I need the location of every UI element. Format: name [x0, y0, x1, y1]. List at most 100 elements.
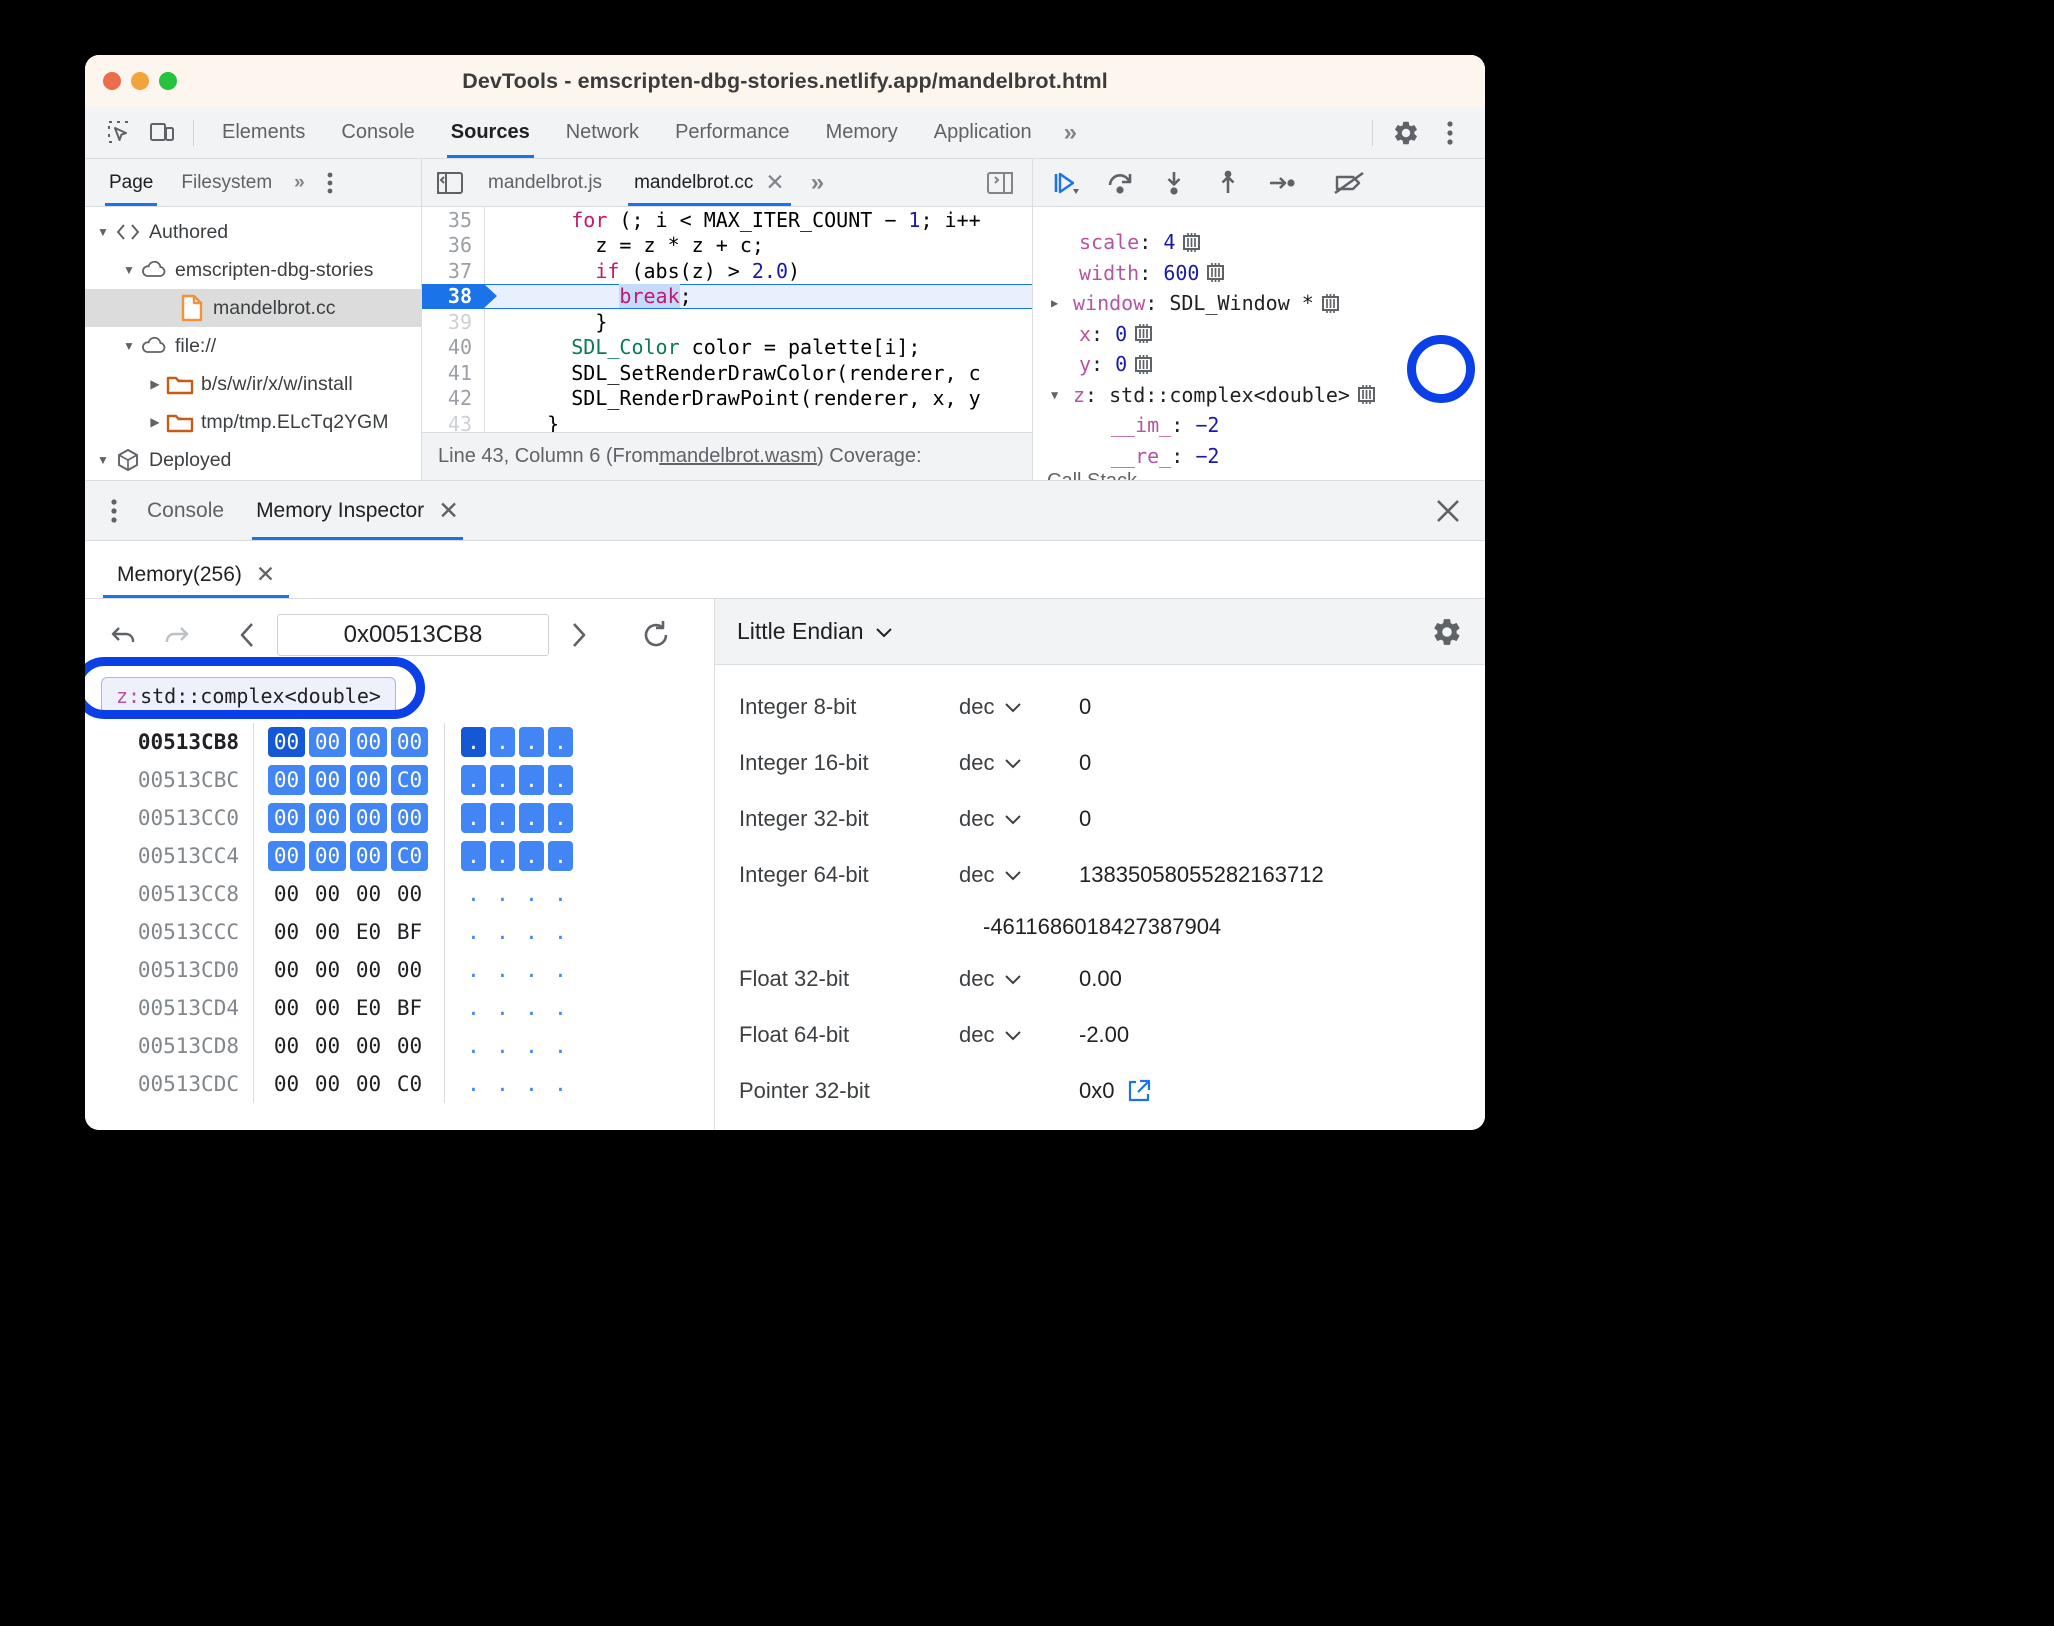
value-mode-selector[interactable]: dec [959, 862, 1079, 888]
hex-byte[interactable]: 00 [350, 765, 387, 795]
hex-byte[interactable]: 00 [355, 1034, 382, 1058]
ascii-char[interactable]: . [519, 841, 544, 871]
ascii-char[interactable]: . [496, 1072, 509, 1096]
hex-bytes[interactable]: 00 00 00 00 [268, 1031, 428, 1061]
ascii-char[interactable]: . [490, 765, 515, 795]
tab-application[interactable]: Application [916, 107, 1050, 158]
ascii-bytes[interactable]: . . . . [461, 803, 573, 833]
hex-byte[interactable]: 00 [273, 882, 300, 906]
ascii-char[interactable]: . [525, 920, 538, 944]
collapse-sidebar-icon[interactable] [428, 159, 472, 206]
resume-icon[interactable] [1041, 163, 1091, 203]
value-mode-selector[interactable]: dec [959, 694, 1079, 720]
close-icon[interactable]: ✕ [255, 561, 276, 587]
ascii-char[interactable]: . [490, 727, 515, 757]
hex-byte[interactable]: 00 [314, 882, 341, 906]
hex-bytes[interactable]: 00 00 00 C0 [268, 841, 428, 871]
ascii-char[interactable]: . [519, 803, 544, 833]
hex-byte[interactable]: 00 [391, 727, 428, 757]
ascii-char[interactable]: . [554, 1034, 567, 1058]
hex-byte[interactable]: 00 [309, 765, 346, 795]
hex-byte[interactable]: 00 [314, 996, 341, 1020]
tree-item-install-folder[interactable]: b/s/w/ir/x/w/install [85, 365, 421, 403]
ascii-char[interactable]: . [525, 882, 538, 906]
maximize-window-button[interactable] [159, 72, 177, 90]
ascii-char[interactable]: . [496, 882, 509, 906]
ascii-bytes[interactable]: . . . . [461, 841, 573, 871]
tab-network[interactable]: Network [548, 107, 657, 158]
tree-item-authored[interactable]: Authored [85, 213, 421, 251]
hex-byte[interactable]: 00 [309, 803, 346, 833]
ascii-char[interactable]: . [548, 765, 573, 795]
hex-byte[interactable]: 00 [268, 841, 305, 871]
hex-byte[interactable]: 00 [350, 803, 387, 833]
ascii-char[interactable]: . [467, 996, 480, 1020]
hex-byte[interactable]: 00 [273, 920, 300, 944]
close-drawer-button[interactable] [1411, 496, 1485, 526]
ascii-bytes[interactable]: . . . . [461, 955, 573, 985]
hex-byte[interactable]: 00 [355, 958, 382, 982]
step-over-icon[interactable] [1095, 163, 1145, 203]
ascii-char[interactable]: . [554, 882, 567, 906]
ascii-char[interactable]: . [554, 958, 567, 982]
nav-tab-page[interactable]: Page [95, 159, 167, 206]
expand-arrow-icon[interactable] [93, 225, 113, 239]
hex-byte[interactable]: 00 [350, 841, 387, 871]
hex-byte[interactable]: 00 [268, 803, 305, 833]
hex-byte[interactable]: 00 [268, 727, 305, 757]
tree-item-emscripten-dbg-stories[interactable]: emscripten-dbg-stories [85, 251, 421, 289]
ascii-bytes[interactable]: . . . . [461, 1069, 573, 1099]
scope-row-window[interactable]: ▶ window: SDL_Window * [1033, 288, 1485, 319]
hex-byte[interactable]: 00 [273, 996, 300, 1020]
ascii-char[interactable]: . [496, 1034, 509, 1058]
ascii-char[interactable]: . [525, 1034, 538, 1058]
ascii-char[interactable]: . [519, 765, 544, 795]
ascii-bytes[interactable]: . . . . [461, 879, 573, 909]
collapse-arrow-icon[interactable] [145, 415, 165, 429]
endianness-selector[interactable]: Little Endian [737, 618, 894, 645]
value-mode-selector[interactable]: dec [959, 806, 1079, 832]
scope-row-im[interactable]: __im_: −2 [1111, 413, 1220, 438]
ascii-char[interactable]: . [467, 1034, 480, 1058]
ascii-char[interactable]: . [548, 841, 573, 871]
ascii-char[interactable]: . [461, 841, 486, 871]
prev-address-button[interactable] [225, 612, 271, 658]
scope-row-x[interactable]: x: 0 [1033, 319, 1485, 350]
refresh-icon[interactable] [633, 612, 679, 658]
memory-type-tag[interactable]: z: std::complex<double> [101, 677, 396, 715]
ascii-bytes[interactable]: . . . . [461, 727, 573, 757]
scope-row-scale[interactable]: scale: 4 [1033, 227, 1485, 258]
minimize-window-button[interactable] [131, 72, 149, 90]
hex-byte[interactable]: 00 [396, 882, 423, 906]
ascii-bytes[interactable]: . . . . [461, 1031, 573, 1061]
editor-tab-mandelbrot-js[interactable]: mandelbrot.js [472, 159, 618, 206]
expand-arrow-icon[interactable]: ▶ [1051, 296, 1059, 311]
hex-byte[interactable]: 00 [396, 1034, 423, 1058]
inspect-cursor-icon[interactable] [99, 114, 141, 152]
ascii-char[interactable]: . [525, 958, 538, 982]
expand-arrow-icon[interactable] [119, 263, 139, 277]
hex-byte[interactable]: 00 [273, 1072, 300, 1096]
collapse-arrow-icon[interactable] [145, 377, 165, 391]
ascii-char[interactable]: . [496, 920, 509, 944]
call-stack-section-title[interactable]: Call Stack [1033, 471, 1485, 480]
value-mode-selector[interactable]: dec [959, 750, 1079, 776]
tab-performance[interactable]: Performance [657, 107, 808, 158]
next-address-button[interactable] [555, 612, 601, 658]
ascii-char[interactable]: . [554, 996, 567, 1020]
ascii-char[interactable]: . [467, 920, 480, 944]
ascii-char[interactable]: . [461, 727, 486, 757]
ascii-char[interactable]: . [525, 1072, 538, 1096]
scope-row-width[interactable]: width: 600 [1033, 258, 1485, 289]
close-icon[interactable]: ✕ [765, 169, 785, 195]
tree-item-deployed[interactable]: Deployed [85, 441, 421, 479]
value-mode-selector[interactable]: dec [959, 966, 1079, 992]
ascii-char[interactable]: . [548, 803, 573, 833]
ascii-char[interactable]: . [461, 765, 486, 795]
hex-byte[interactable]: BF [396, 920, 423, 944]
hex-byte[interactable]: 00 [314, 958, 341, 982]
memory-chip-icon[interactable] [1132, 323, 1155, 344]
ascii-bytes[interactable]: . . . . [461, 993, 573, 1023]
drawer-tab-memory-inspector[interactable]: Memory Inspector ✕ [240, 481, 475, 540]
expand-arrow-icon[interactable] [93, 453, 113, 467]
